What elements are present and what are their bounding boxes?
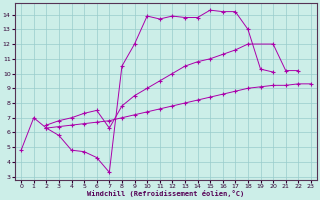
X-axis label: Windchill (Refroidissement éolien,°C): Windchill (Refroidissement éolien,°C) [87, 190, 245, 197]
